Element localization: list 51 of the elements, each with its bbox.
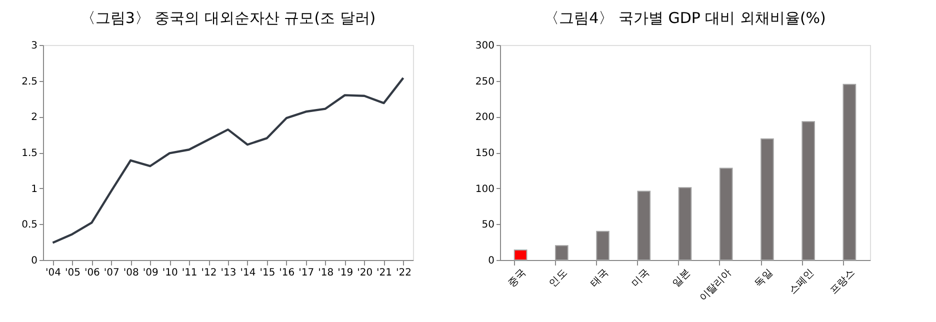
- x-tick-label: '14: [240, 268, 256, 278]
- x-tick-label: 태국: [588, 268, 611, 290]
- x-tick-label: 독일: [753, 268, 775, 290]
- y-tick-label: 1.5: [22, 148, 38, 159]
- bar: [760, 138, 774, 260]
- bar: [678, 187, 692, 260]
- x-tick-label: '15: [260, 268, 276, 278]
- x-tick-label: '05: [64, 268, 80, 278]
- x-tick-label: 미국: [630, 268, 652, 290]
- x-tick-label: '12: [201, 268, 217, 278]
- x-tick-label: '07: [104, 268, 120, 278]
- bar: [514, 249, 528, 260]
- x-tick-label: '21: [376, 268, 392, 278]
- x-tick-label: '06: [84, 268, 100, 278]
- y-tick-label: 50: [482, 220, 494, 231]
- x-tick-label: '09: [142, 268, 158, 278]
- x-tick-label: '04: [45, 268, 61, 278]
- bar: [802, 121, 815, 260]
- x-tick-label: '17: [298, 268, 314, 278]
- x-tick-label: 중국: [506, 268, 528, 290]
- x-tick-label: 일본: [670, 268, 693, 290]
- x-tick-label: '16: [279, 268, 295, 278]
- chart-title: 〈그림4〉 국가별 GDP 대비 외채비율(%): [544, 9, 826, 27]
- x-tick-label: '20: [357, 268, 373, 278]
- y-tick-label: 2.5: [22, 76, 38, 88]
- bar: [555, 245, 568, 260]
- x-tick-label: '22: [396, 268, 412, 278]
- chart-title: 〈그림3〉 중국의 대외순자산 규모(조 달러): [80, 9, 376, 27]
- x-tick-label: '10: [162, 268, 178, 278]
- y-tick-label: 300: [475, 40, 494, 52]
- y-tick-label: 0.5: [22, 220, 38, 231]
- x-tick-label: '08: [123, 268, 139, 278]
- x-tick-label: '18: [318, 268, 334, 278]
- bar: [842, 84, 856, 260]
- x-tick-label: '19: [338, 268, 354, 278]
- y-tick-label: 1: [31, 184, 38, 195]
- y-tick-label: 3: [31, 40, 38, 52]
- y-tick-label: 250: [475, 76, 494, 88]
- y-tick-label: 100: [475, 184, 494, 195]
- x-tick-label: 인도: [548, 268, 570, 290]
- bar: [596, 230, 610, 260]
- y-tick-label: 200: [475, 112, 494, 124]
- y-tick-label: 0: [31, 256, 38, 266]
- x-tick-label: '13: [220, 268, 236, 278]
- y-tick-label: 0: [488, 256, 494, 266]
- line-series: [52, 76, 404, 244]
- y-tick-label: 2: [31, 112, 38, 124]
- bar: [719, 168, 733, 260]
- y-tick-label: 150: [475, 148, 494, 159]
- bar: [637, 190, 651, 260]
- x-tick-label: '11: [182, 268, 198, 278]
